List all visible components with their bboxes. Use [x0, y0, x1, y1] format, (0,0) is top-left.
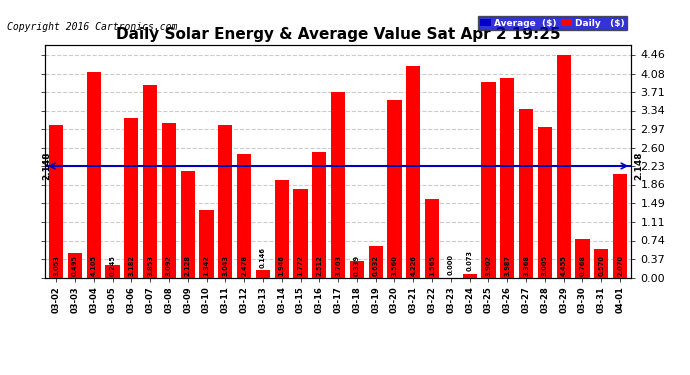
Bar: [425, 199, 439, 278]
Text: 3.043: 3.043: [222, 255, 228, 276]
Bar: [237, 154, 251, 278]
Bar: [68, 253, 82, 278]
Bar: [256, 270, 270, 278]
Text: 3.368: 3.368: [523, 255, 529, 276]
Text: 3.092: 3.092: [166, 255, 172, 276]
Text: 0.339: 0.339: [354, 255, 360, 276]
Text: 1.342: 1.342: [204, 255, 210, 276]
Text: 0.073: 0.073: [466, 251, 473, 272]
Bar: [49, 125, 63, 278]
Bar: [557, 55, 571, 278]
Bar: [124, 118, 139, 278]
Text: 0.000: 0.000: [448, 254, 454, 275]
Legend: Average  ($), Daily   ($): Average ($), Daily ($): [477, 16, 627, 30]
Text: Copyright 2016 Cartronics.com: Copyright 2016 Cartronics.com: [7, 22, 177, 33]
Bar: [388, 99, 402, 278]
Text: 3.560: 3.560: [391, 255, 397, 276]
Bar: [482, 82, 495, 278]
Text: 0.632: 0.632: [373, 255, 379, 276]
Bar: [575, 239, 589, 278]
Bar: [462, 274, 477, 278]
Text: 3.005: 3.005: [542, 255, 548, 276]
Bar: [143, 85, 157, 278]
Text: 4.226: 4.226: [411, 255, 416, 276]
Text: 1.772: 1.772: [297, 255, 304, 276]
Text: 3.853: 3.853: [147, 255, 153, 276]
Bar: [313, 152, 326, 278]
Text: 3.182: 3.182: [128, 255, 135, 276]
Text: 0.146: 0.146: [260, 247, 266, 268]
Text: 3.053: 3.053: [53, 255, 59, 276]
Bar: [406, 66, 420, 278]
Bar: [500, 78, 514, 278]
Bar: [199, 210, 214, 278]
Bar: [275, 180, 288, 278]
Bar: [538, 127, 552, 278]
Text: 3.703: 3.703: [335, 255, 341, 276]
Title: Daily Solar Energy & Average Value Sat Apr 2 19:25: Daily Solar Energy & Average Value Sat A…: [116, 27, 560, 42]
Text: 2.148: 2.148: [42, 152, 51, 180]
Text: 2.148: 2.148: [634, 152, 643, 180]
Bar: [218, 125, 233, 278]
Text: 0.570: 0.570: [598, 255, 604, 276]
Text: 0.245: 0.245: [110, 255, 115, 276]
Text: 0.495: 0.495: [72, 255, 78, 276]
Bar: [519, 109, 533, 278]
Text: 4.105: 4.105: [90, 255, 97, 276]
Text: 1.946: 1.946: [279, 255, 285, 276]
Bar: [350, 261, 364, 278]
Text: 1.565: 1.565: [429, 255, 435, 276]
Bar: [594, 249, 609, 278]
Bar: [368, 246, 383, 278]
Bar: [293, 189, 308, 278]
Bar: [162, 123, 176, 278]
Text: 2.070: 2.070: [617, 255, 623, 276]
Text: 2.128: 2.128: [185, 255, 190, 276]
Bar: [87, 72, 101, 278]
Text: 0.768: 0.768: [580, 255, 586, 276]
Text: 3.902: 3.902: [486, 255, 491, 276]
Text: 2.512: 2.512: [316, 255, 322, 276]
Bar: [331, 92, 345, 278]
Text: 4.455: 4.455: [561, 255, 566, 276]
Bar: [106, 265, 119, 278]
Bar: [613, 174, 627, 278]
Text: 3.987: 3.987: [504, 255, 511, 276]
Text: 2.478: 2.478: [241, 255, 247, 276]
Bar: [181, 171, 195, 278]
